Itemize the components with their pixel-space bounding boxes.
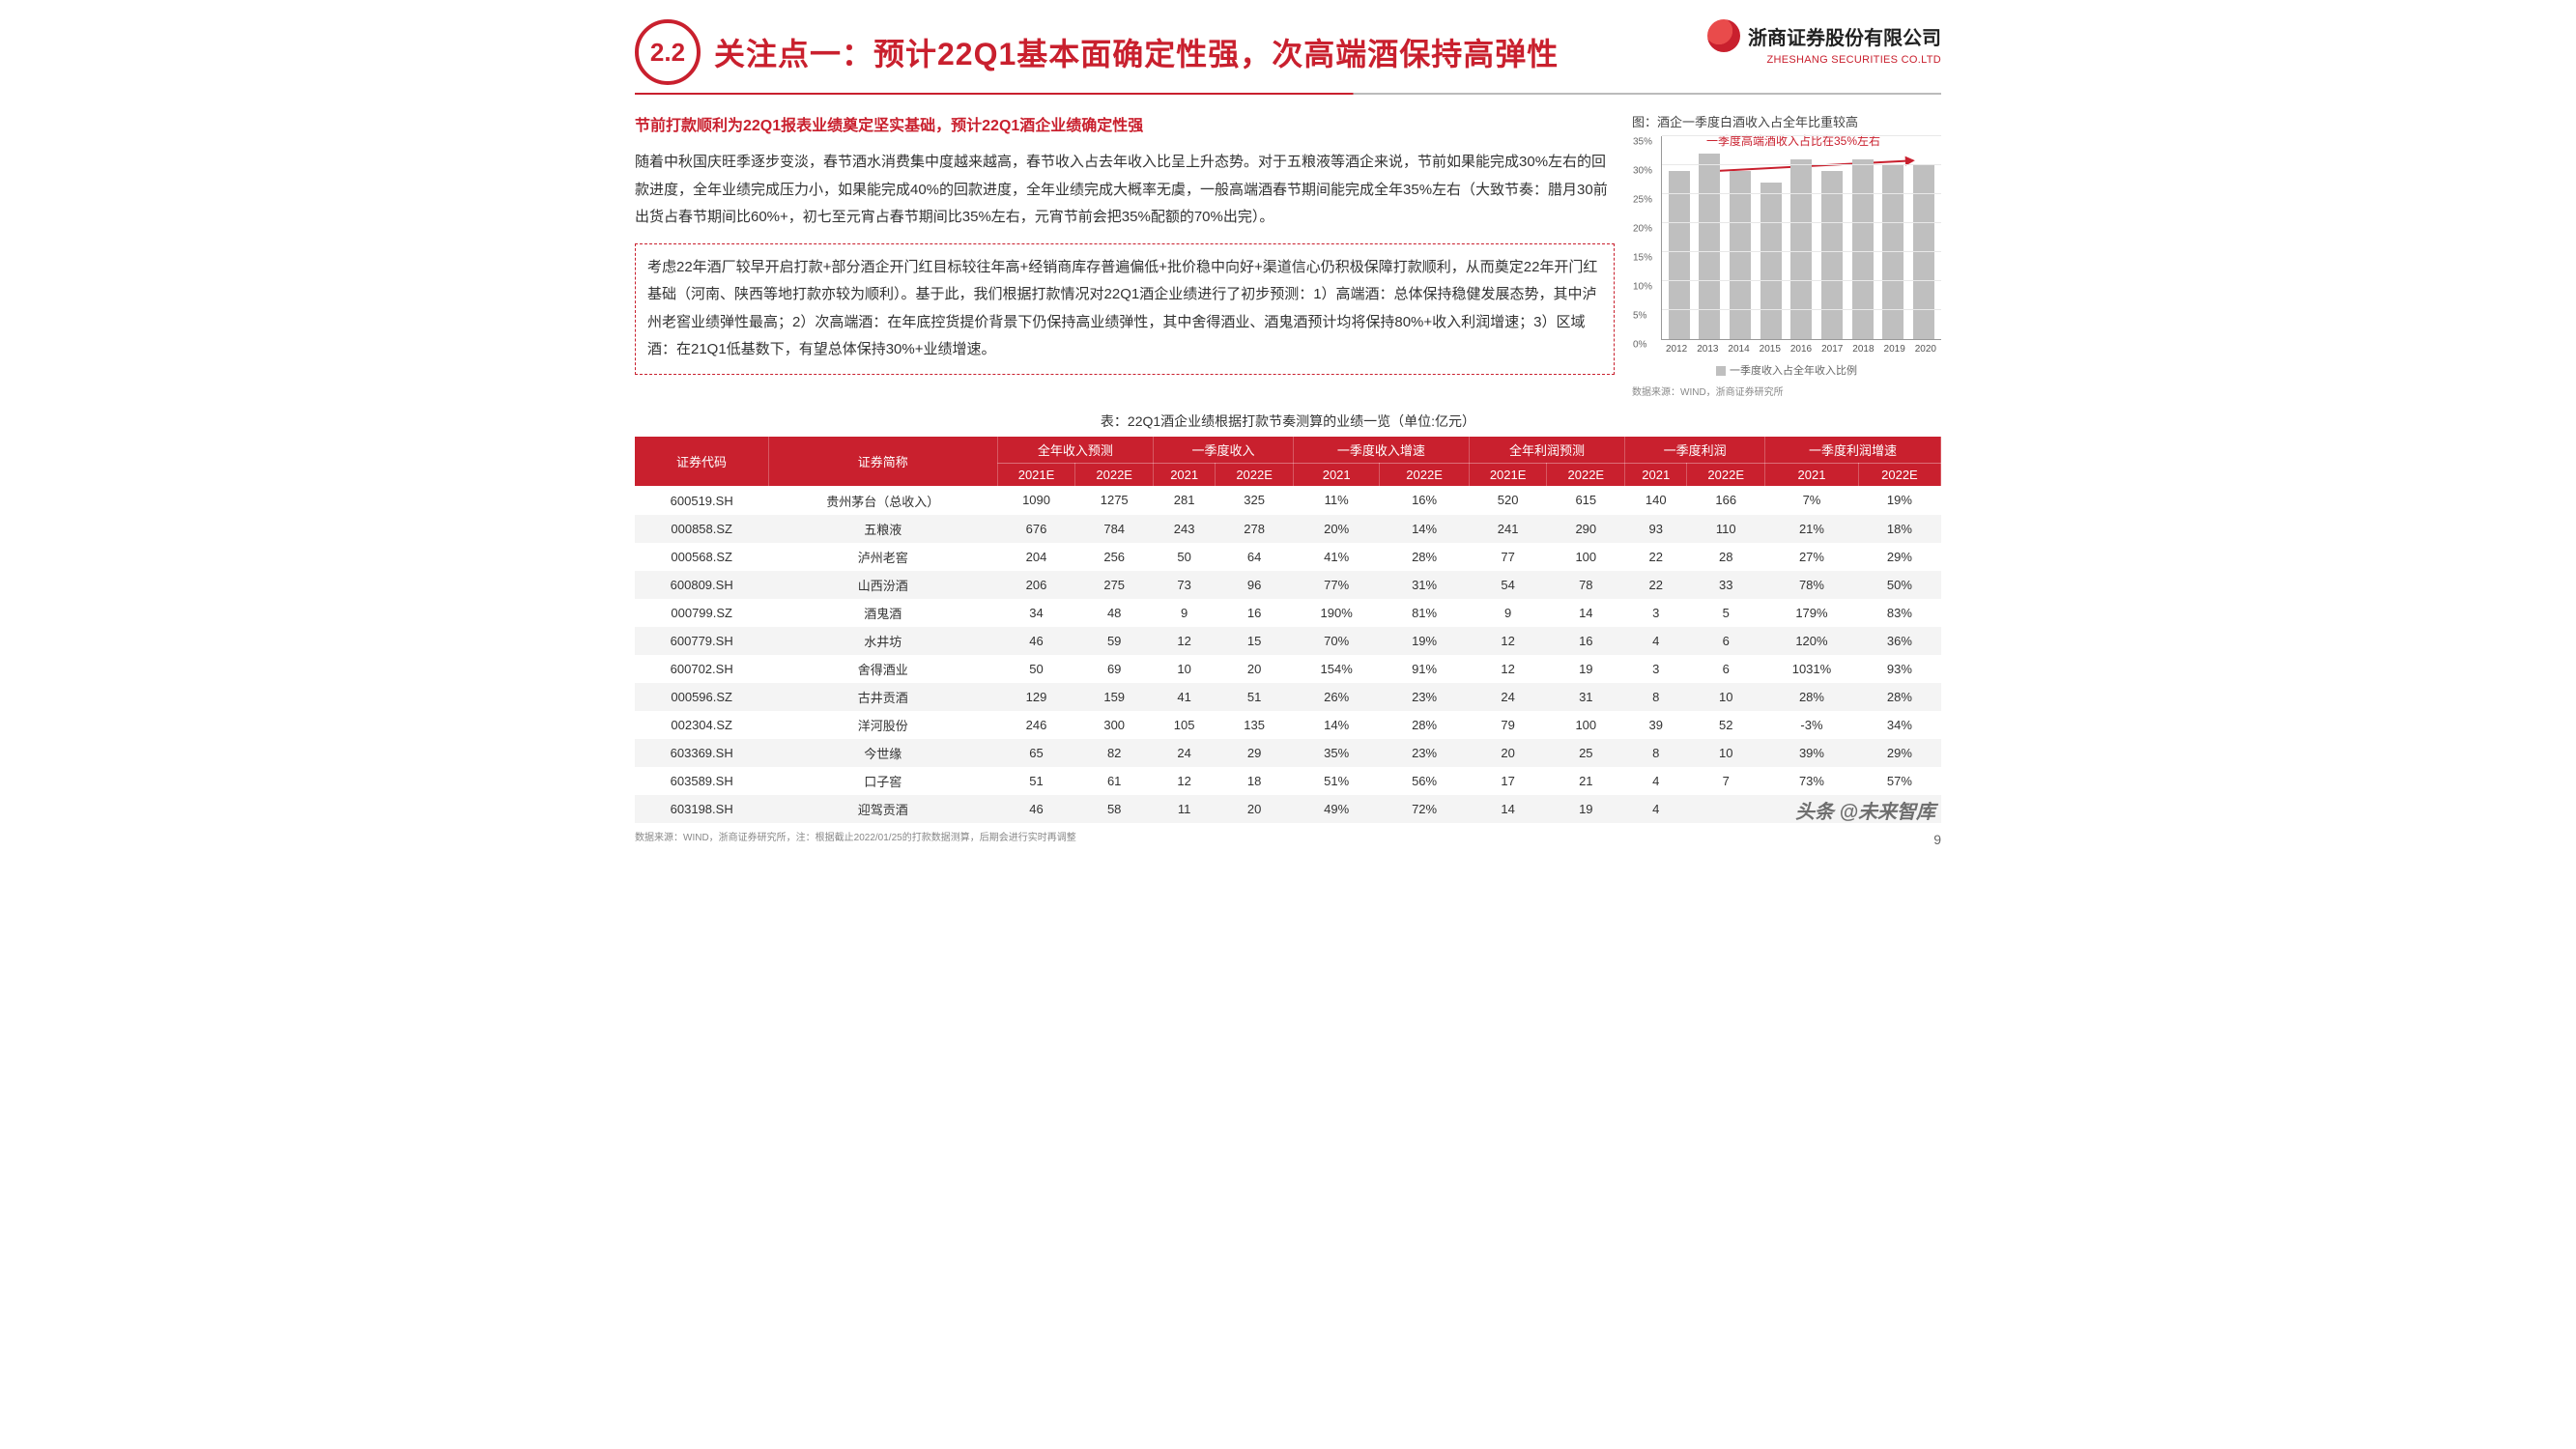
watermark: 头条 @未来智库 <box>1795 796 1935 824</box>
table-row: 600519.SH贵州茅台（总收入）1090127528132511%16%52… <box>635 486 1941 515</box>
bar <box>1790 159 1812 339</box>
header-rule <box>635 93 1941 95</box>
header: 2.2 关注点一：预计22Q1基本面确定性强，次高端酒保持高弹性 浙商证券股份有… <box>635 19 1941 85</box>
table-row: 000799.SZ酒鬼酒3448916190%81%91435179%83% <box>635 599 1941 627</box>
table-row: 600809.SH山西汾酒206275739677%31%5478223378%… <box>635 571 1941 599</box>
table-row: 002304.SZ洋河股份24630010513514%28%791003952… <box>635 711 1941 739</box>
highlight-box: 考虑22年酒厂较早开启打款+部分酒企开门红目标较往年高+经销商库存普遍偏低+批价… <box>635 243 1615 375</box>
table-row: 603369.SH今世缘6582242935%23%202581039%29% <box>635 739 1941 767</box>
logo-cn-text: 浙商证券股份有限公司 <box>1748 22 1941 50</box>
logo-icon <box>1707 19 1740 52</box>
bar <box>1821 171 1843 339</box>
table-row: 000596.SZ古井贡酒129159415126%23%243181028%2… <box>635 683 1941 711</box>
left-column: 节前打款顺利为22Q1报表业绩奠定坚实基础，预计22Q1酒企业绩确定性强 随着中… <box>635 112 1615 398</box>
bar <box>1760 183 1782 339</box>
table-row: 603198.SH迎驾贡酒4658112049%72%14194 <box>635 795 1941 823</box>
right-column: 图：酒企一季度白酒收入占全年比重较高 一季度高端酒收入占比在35%左右 0%5%… <box>1632 112 1941 398</box>
chart-title: 图：酒企一季度白酒收入占全年比重较高 <box>1632 112 1941 130</box>
bar <box>1913 165 1934 339</box>
bar <box>1699 154 1720 339</box>
bar <box>1730 171 1751 339</box>
bar <box>1852 159 1874 339</box>
page-number: 9 <box>1933 832 1941 847</box>
earnings-table: 证券代码证券简称全年收入预测一季度收入一季度收入增速全年利润预测一季度利润一季度… <box>635 437 1941 823</box>
logo-en-text: ZHESHANG SECURITIES CO.LTD <box>1707 54 1941 66</box>
table-row: 000858.SZ五粮液67678424327820%14%2412909311… <box>635 515 1941 543</box>
chart-legend: 一季度收入占全年收入比例 <box>1632 362 1941 378</box>
paragraph-1: 随着中秋国庆旺季逐步变淡，春节酒水消费集中度越来越高，春节收入占去年收入比呈上升… <box>635 149 1615 232</box>
header-left: 2.2 关注点一：预计22Q1基本面确定性强，次高端酒保持高弹性 <box>635 19 1559 85</box>
subheading: 节前打款顺利为22Q1报表业绩奠定坚实基础，预计22Q1酒企业绩确定性强 <box>635 112 1615 135</box>
bar <box>1882 165 1903 339</box>
table-row: 600779.SH水井坊4659121570%19%121646120%36% <box>635 627 1941 655</box>
table-row: 600702.SH舍得酒业50691020154%91%1219361031%9… <box>635 655 1941 683</box>
bar-chart: 一季度高端酒收入占比在35%左右 0%5%10%15%20%25%30%35% <box>1661 136 1941 340</box>
section-number: 2.2 <box>635 19 701 85</box>
chart-source: 数据来源：WIND，浙商证券研究所 <box>1632 384 1941 398</box>
table-row: 000568.SZ泸州老窖204256506441%28%77100222827… <box>635 543 1941 571</box>
company-logo: 浙商证券股份有限公司 ZHESHANG SECURITIES CO.LTD <box>1707 19 1941 66</box>
chart-x-labels: 201220132014201520162017201820192020 <box>1661 344 1941 355</box>
bar <box>1669 171 1690 339</box>
table-footnote: 数据来源：WIND，浙商证券研究所，注：根据截止2022/01/25的打款数据测… <box>635 829 1941 843</box>
table-row: 603589.SH口子窖5161121851%56%17214773%57% <box>635 767 1941 795</box>
table-title: 表：22Q1酒企业绩根据打款节奏测算的业绩一览（单位:亿元） <box>635 412 1941 431</box>
page-title: 关注点一：预计22Q1基本面确定性强，次高端酒保持高弹性 <box>714 30 1559 74</box>
